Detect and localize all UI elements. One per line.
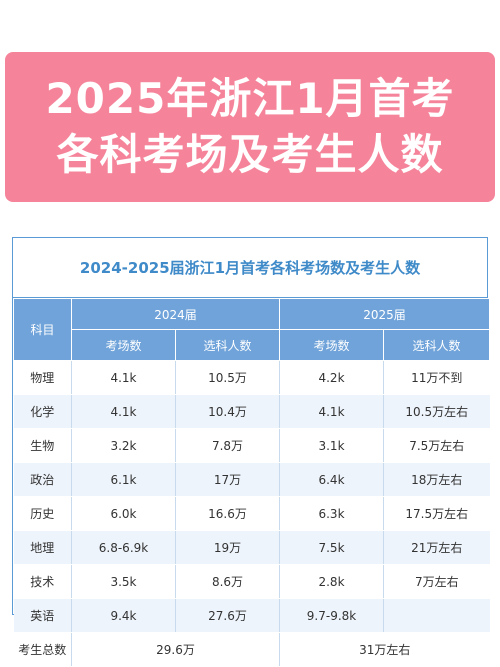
cell-2024-students: 16.6万 [175, 496, 281, 531]
cell-2025-students: 7.5万左右 [383, 428, 490, 463]
cell-subject: 技术 [13, 564, 72, 599]
cell-2024-rooms: 4.1k [71, 394, 176, 429]
header-subject: 科目 [13, 298, 72, 361]
cell-2025-students: 11万不到 [383, 360, 490, 395]
cell-2024-students: 10.4万 [175, 394, 281, 429]
table-row: 技术 3.5k 8.6万 2.8k 7万左右 [13, 564, 490, 599]
cell-2025-students: 7万左右 [383, 564, 490, 599]
cell-2024-rooms: 3.5k [71, 564, 176, 599]
cell-total-2025: 31万左右 [279, 632, 490, 667]
table-row: 英语 9.4k 27.6万 9.7-9.8k [13, 598, 490, 633]
cell-subject: 地理 [13, 530, 72, 565]
cell-2024-rooms: 4.1k [71, 360, 176, 395]
header-2024: 2024届 [70, 298, 281, 330]
banner-title-line-2: 各科考场及考生人数 [56, 130, 444, 179]
cell-2025-rooms: 6.3k [279, 496, 385, 531]
cell-2025-rooms: 7.5k [279, 530, 385, 565]
banner-title-line-1: 2025年浙江1月首考 [45, 74, 455, 123]
cell-subject: 物理 [13, 360, 72, 395]
cell-2024-students: 10.5万 [175, 360, 281, 395]
cell-2025-students: 21万左右 [383, 530, 490, 565]
stats-table-card: 2024-2025届浙江1月首考各科考场数及考生人数 科目 2024届 2025… [12, 237, 491, 667]
cell-2024-rooms: 6.0k [71, 496, 176, 531]
cell-2025-rooms: 2.8k [279, 564, 385, 599]
cell-2025-rooms: 3.1k [279, 428, 385, 463]
table-row: 物理 4.1k 10.5万 4.2k 11万不到 [13, 360, 490, 395]
cell-2025-students: 17.5万左右 [383, 496, 490, 531]
stats-table: 科目 2024届 2025届 考场数 选科人数 考场数 选科人数 物理 4.1k… [13, 298, 491, 667]
cell-subject: 化学 [13, 394, 72, 429]
cell-subject: 生物 [13, 428, 72, 463]
header-2025-rooms: 考场数 [279, 329, 385, 361]
cell-2024-rooms: 6.8-6.9k [71, 530, 176, 565]
cell-2024-rooms: 9.4k [71, 598, 176, 633]
header-2024-students: 选科人数 [174, 329, 281, 361]
header-2024-rooms: 考场数 [71, 329, 176, 361]
cell-2025-students [383, 598, 490, 633]
cell-subject: 历史 [13, 496, 72, 531]
table-title: 2024-2025届浙江1月首考各科考场数及考生人数 [13, 238, 487, 298]
cell-2025-rooms: 6.4k [279, 462, 385, 497]
table-row: 政治 6.1k 17万 6.4k 18万左右 [13, 462, 490, 497]
cell-2024-students: 8.6万 [175, 564, 281, 599]
cell-2025-rooms: 4.1k [279, 394, 385, 429]
cell-subject: 英语 [13, 598, 72, 633]
cell-total-label: 考生总数 [13, 632, 72, 667]
header-2025: 2025届 [279, 298, 491, 330]
cell-2024-students: 17万 [175, 462, 281, 497]
cell-2024-students: 27.6万 [175, 598, 281, 633]
table-row: 地理 6.8-6.9k 19万 7.5k 21万左右 [13, 530, 490, 565]
table-row: 历史 6.0k 16.6万 6.3k 17.5万左右 [13, 496, 490, 531]
table-row: 化学 4.1k 10.4万 4.1k 10.5万左右 [13, 394, 490, 429]
cell-2024-students: 19万 [175, 530, 281, 565]
table-row: 生物 3.2k 7.8万 3.1k 7.5万左右 [13, 428, 490, 463]
cell-2025-rooms: 4.2k [279, 360, 385, 395]
cell-2025-students: 18万左右 [383, 462, 490, 497]
cell-2024-rooms: 3.2k [71, 428, 176, 463]
title-banner: 2025年浙江1月首考 各科考场及考生人数 [5, 52, 495, 202]
table-row-total: 考生总数 29.6万 31万左右 [13, 632, 490, 667]
cell-2024-rooms: 6.1k [71, 462, 176, 497]
cell-2024-students: 7.8万 [175, 428, 281, 463]
cell-subject: 政治 [13, 462, 72, 497]
cell-total-2024: 29.6万 [71, 632, 281, 667]
cell-2025-rooms: 9.7-9.8k [279, 598, 385, 633]
cell-2025-students: 10.5万左右 [383, 394, 490, 429]
header-2025-students: 选科人数 [383, 329, 491, 361]
